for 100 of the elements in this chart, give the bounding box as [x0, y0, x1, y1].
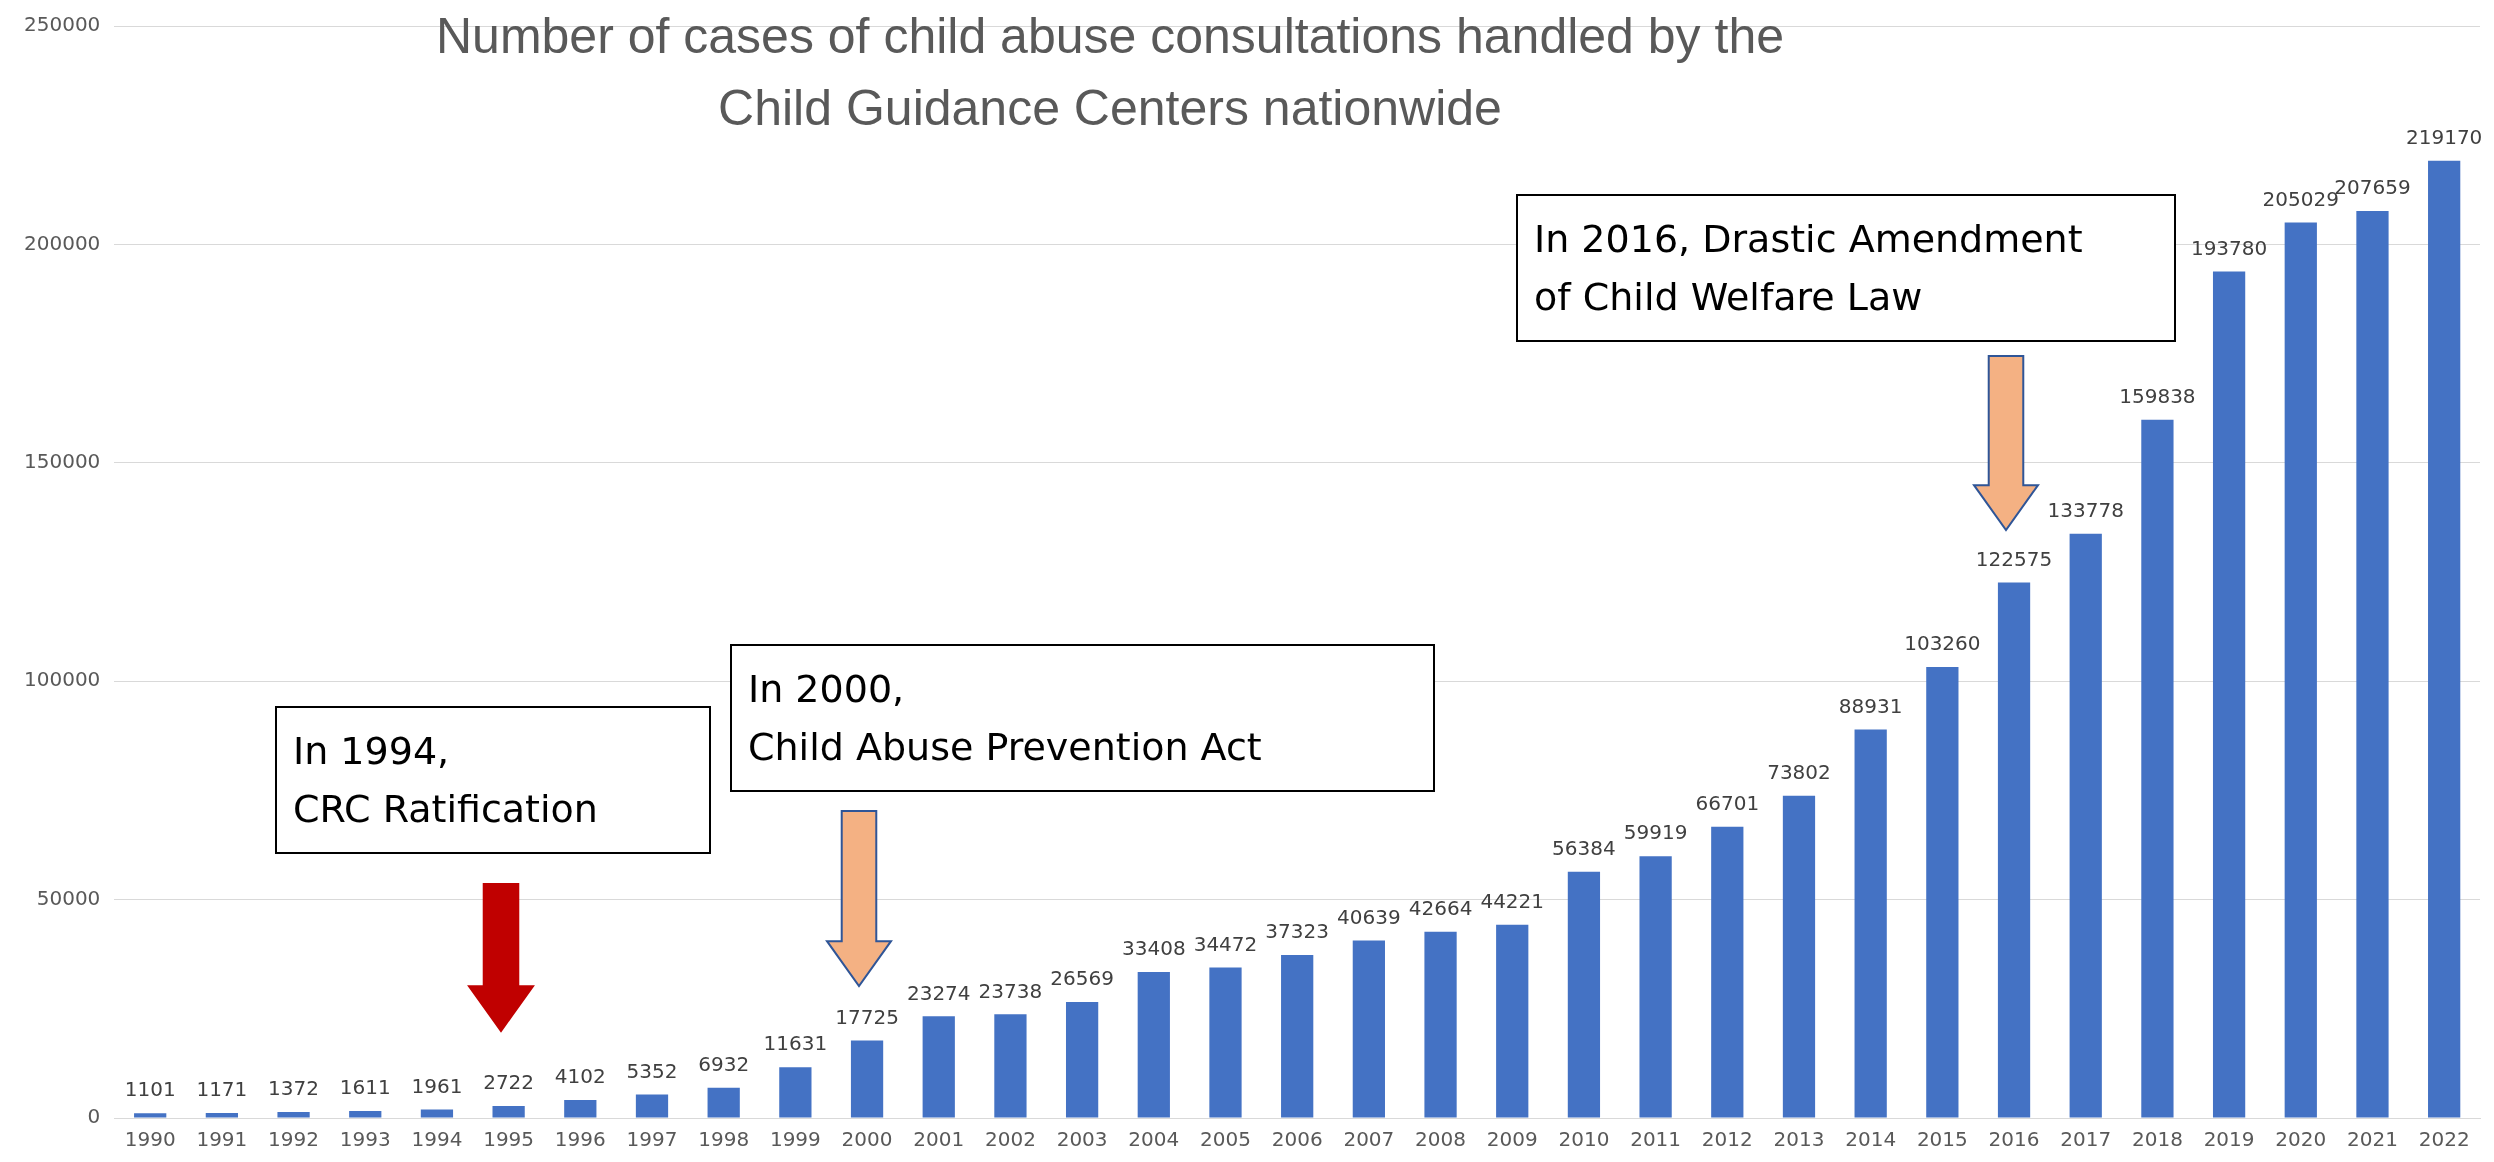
data-label: 219170: [2405, 124, 2483, 149]
y-tick-label: 200000: [23, 230, 101, 255]
x-tick-label: 2021: [2347, 1127, 2398, 1152]
data-label: 33408: [1121, 936, 1186, 961]
x-tick-label: 2022: [2418, 1127, 2470, 1152]
data-label: 34472: [1193, 931, 1258, 956]
bar: [994, 1014, 1027, 1118]
bar: [205, 1112, 239, 1118]
y-tick-label: 250000: [23, 12, 101, 37]
y-tick-label: 50000: [36, 885, 101, 910]
x-tick-label: 2012: [1701, 1127, 1753, 1152]
data-label: 122575: [1975, 546, 2053, 571]
note-box: In 2000, Child Abuse Prevention Act: [730, 644, 1435, 792]
x-tick-label: 1998: [698, 1127, 750, 1152]
y-tick-label: 0: [87, 1104, 101, 1129]
data-label: 42664: [1408, 895, 1473, 920]
x-tick-label: 2002: [984, 1127, 1036, 1152]
data-label: 23274: [906, 980, 971, 1005]
note-box: In 1994, CRC Ratification: [275, 706, 711, 854]
x-tick-label: 2016: [1988, 1127, 2040, 1152]
x-tick-label: 2014: [1845, 1127, 1897, 1152]
x-tick-label: 2001: [913, 1127, 965, 1152]
data-label: 1101: [124, 1077, 176, 1102]
data-label: 88931: [1838, 693, 1903, 718]
x-tick-label: 1995: [483, 1127, 535, 1152]
x-tick-label: 2005: [1200, 1127, 1251, 1152]
bar: [1854, 729, 1887, 1118]
bar: [1997, 582, 2031, 1118]
x-tick-label: 2006: [1271, 1127, 1323, 1152]
y-tick-label: 100000: [23, 667, 101, 692]
bar: [1352, 940, 1385, 1118]
data-label: 1171: [196, 1077, 248, 1102]
bar: [850, 1040, 884, 1118]
data-label: 1611: [339, 1075, 391, 1100]
bar: [1711, 826, 1744, 1118]
bar: [2212, 271, 2246, 1118]
bar: [922, 1016, 955, 1118]
x-tick-label: 1999: [769, 1127, 821, 1152]
bar: [1782, 795, 1816, 1118]
bar: [492, 1106, 525, 1118]
bar: [1065, 1001, 1099, 1118]
data-label: 2722: [483, 1070, 535, 1095]
data-label: 73802: [1767, 759, 1831, 784]
x-tick-label: 2013: [1773, 1127, 1825, 1152]
x-tick-label: 2009: [1486, 1127, 1538, 1152]
note-box: In 2016, Drastic Amendment of Child Welfare Law: [1516, 194, 2176, 342]
bar: [779, 1067, 812, 1118]
data-label: 133778: [2047, 497, 2124, 522]
bar: [1137, 972, 1170, 1118]
bar: [420, 1109, 454, 1118]
x-tick-label: 2018: [2131, 1127, 2183, 1152]
bar: [2284, 222, 2317, 1118]
x-tick-label: 2008: [1415, 1127, 1466, 1152]
data-label: 59919: [1623, 820, 1688, 845]
bar: [277, 1112, 310, 1118]
x-tick-label: 1996: [554, 1127, 606, 1152]
x-tick-label: 2004: [1128, 1127, 1180, 1152]
x-tick-label: 2011: [1630, 1127, 1682, 1152]
x-tick-label: 1990: [124, 1127, 176, 1152]
data-label: 5352: [626, 1058, 678, 1083]
x-tick-label: 2010: [1558, 1127, 1610, 1152]
bar: [134, 1113, 167, 1118]
data-label: 1372: [268, 1076, 320, 1101]
x-tick-label: 2007: [1343, 1127, 1395, 1152]
y-tick-label: 150000: [23, 449, 101, 473]
bar: [1496, 924, 1529, 1118]
data-label: 159838: [2119, 384, 2196, 409]
bar: [2069, 533, 2102, 1118]
data-label: 6932: [698, 1051, 750, 1076]
data-label: 4102: [554, 1064, 606, 1089]
bar: [707, 1087, 740, 1118]
bar: [1281, 954, 1314, 1118]
x-tick-label: 2019: [2203, 1127, 2255, 1152]
data-label: 44221: [1480, 889, 1545, 914]
bar: [1639, 856, 1672, 1118]
data-label: 37323: [1265, 919, 1329, 944]
x-tick-label: 1997: [626, 1127, 678, 1152]
data-label: 23738: [978, 978, 1043, 1003]
bar: [2141, 419, 2174, 1118]
x-tick-label: 1993: [339, 1127, 391, 1152]
bar: [635, 1094, 669, 1118]
data-label: 1961: [411, 1073, 463, 1098]
x-tick-label: 1992: [268, 1127, 320, 1152]
data-label: 66701: [1695, 790, 1760, 815]
data-label: 17725: [835, 1004, 899, 1029]
bar: [1926, 666, 1959, 1118]
chart-title: Number of cases of child abuse consultations handled by the Child Guidance Centers nationwide: [434, 7, 1785, 138]
x-tick-label: 2000: [841, 1127, 893, 1152]
x-tick-label: 2015: [1916, 1127, 1968, 1152]
data-label: 26569: [1050, 966, 1114, 991]
bar: [1424, 931, 1457, 1118]
bar: [564, 1100, 597, 1118]
x-tick-label: 2017: [2060, 1127, 2112, 1152]
x-tick-label: 2020: [2275, 1127, 2327, 1152]
x-tick-label: 2003: [1056, 1127, 1108, 1152]
bar: [349, 1110, 382, 1118]
data-label: 193780: [2190, 235, 2268, 260]
x-tick-label: 1991: [196, 1127, 248, 1152]
bar: [2356, 210, 2389, 1118]
data-label: 56384: [1552, 835, 1616, 860]
